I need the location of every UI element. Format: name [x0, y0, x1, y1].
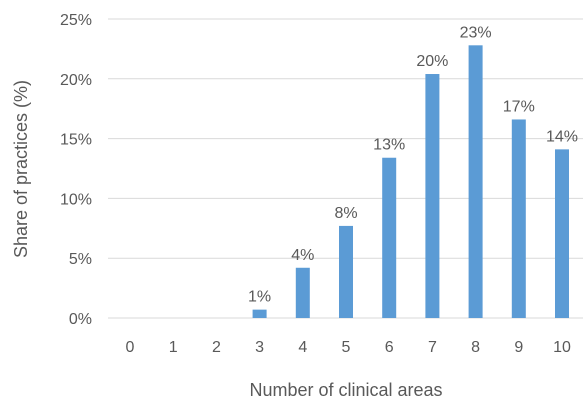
- data-label: 14%: [546, 128, 578, 145]
- y-axis-title: Share of practices (%): [11, 80, 31, 258]
- data-label: 23%: [460, 24, 492, 41]
- bar: [382, 157, 397, 318]
- x-tick-label: 8: [471, 339, 480, 356]
- x-tick-label: 10: [553, 339, 571, 356]
- y-tick-label: 0%: [69, 311, 92, 328]
- bar: [511, 119, 526, 319]
- data-label: 1%: [248, 289, 271, 306]
- y-tick-label: 5%: [69, 251, 92, 268]
- y-tick-label: 25%: [60, 12, 92, 29]
- data-labels: 1% 4% 8% 13% 20% 23% 17% 14%: [248, 24, 578, 305]
- data-label: 17%: [503, 98, 535, 115]
- x-tick-label: 9: [514, 339, 523, 356]
- bar: [252, 309, 267, 318]
- bar: [295, 267, 310, 318]
- x-tick-label: 2: [212, 339, 221, 356]
- x-tick-label: 7: [428, 339, 437, 356]
- data-label: 20%: [416, 53, 448, 70]
- x-tick-label: 5: [342, 339, 351, 356]
- x-tick-label: 3: [255, 339, 264, 356]
- x-tick-label: 0: [126, 339, 135, 356]
- x-tick-label: 4: [298, 339, 307, 356]
- x-tick-label: 1: [169, 339, 178, 356]
- x-tick-label: 6: [385, 339, 394, 356]
- y-tick-label: 20%: [60, 72, 92, 89]
- x-axis-title: Number of clinical areas: [249, 380, 442, 400]
- y-axis-ticks: 0% 5% 10% 15% 20% 25%: [60, 12, 92, 328]
- x-axis-ticks: 0 1 2 3 4 5 6 7 8 9 10: [126, 339, 571, 356]
- data-label: 13%: [373, 137, 405, 154]
- gridlines: [108, 18, 583, 319]
- y-tick-label: 15%: [60, 132, 92, 149]
- bar: [339, 225, 353, 318]
- y-tick-label: 10%: [60, 191, 92, 208]
- data-label: 8%: [334, 205, 357, 222]
- bars: [252, 45, 569, 319]
- data-label: 4%: [291, 247, 314, 264]
- bar: [468, 45, 483, 318]
- bar: [555, 149, 569, 318]
- bar: [425, 74, 440, 319]
